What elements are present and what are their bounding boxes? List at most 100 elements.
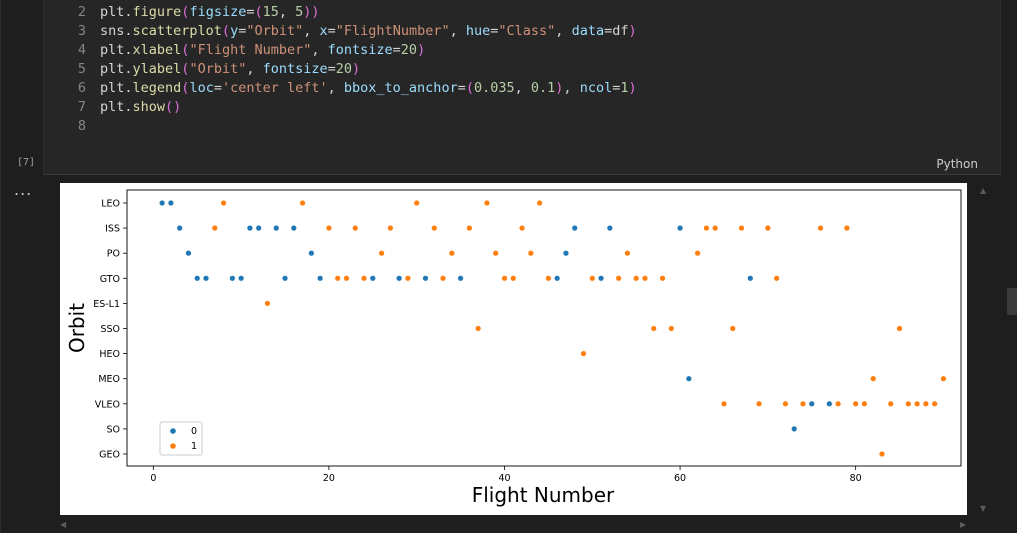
code-token: ylabel xyxy=(132,61,182,77)
scatter-point-class-0 xyxy=(317,275,324,282)
code-line[interactable]: 3 sns.scatterplot(y="Orbit", x="FlightNum… xyxy=(44,22,944,41)
code-token: plt. xyxy=(100,80,133,96)
code-cell[interactable]: 2 plt.figure(figsize=(15, 5)) 3 sns.scatter… xyxy=(43,0,1001,175)
code-token: 1 xyxy=(620,80,629,96)
code-text[interactable]: plt.show() xyxy=(100,98,181,117)
scatter-point-class-1 xyxy=(378,250,385,257)
code-token: 20 xyxy=(335,61,353,77)
code-line[interactable]: 8 xyxy=(44,117,944,136)
code-token: ) xyxy=(417,42,426,58)
scatter-point-class-1 xyxy=(519,225,526,232)
code-token: ) xyxy=(628,23,637,39)
code-line[interactable]: 7 plt.show() xyxy=(44,98,944,117)
code-line[interactable]: 5 plt.ylabel("Orbit", fontsize=20) xyxy=(44,60,944,79)
code-line[interactable]: 4 plt.xlabel("Flight Number", fontsize=20… xyxy=(44,41,944,60)
code-text[interactable]: plt.legend(loc='center left', bbox_to_an… xyxy=(100,79,637,98)
scatter-point-class-0 xyxy=(194,275,201,282)
code-text[interactable]: plt.ylabel("Orbit", fontsize=20) xyxy=(100,60,360,79)
y-tick-label: MEO xyxy=(98,374,120,385)
y-tick-label: GTO xyxy=(100,274,120,285)
code-line[interactable]: 6 plt.legend(loc='center left', bbox_to_a… xyxy=(44,79,944,98)
plot-frame xyxy=(126,189,962,467)
scatter-point-class-1 xyxy=(861,400,868,407)
y-tick-label: SSO xyxy=(100,324,120,335)
code-token: = xyxy=(238,23,247,39)
code-token: ( xyxy=(221,23,231,39)
code-line[interactable]: 2 plt.figure(figsize=(15, 5)) xyxy=(44,3,944,22)
code-token: "Flight Number" xyxy=(189,42,312,58)
scatter-point-class-0 xyxy=(826,400,833,407)
scatter-point-class-0 xyxy=(685,375,692,382)
code-token: = xyxy=(392,42,401,58)
code-token: = xyxy=(246,4,255,20)
scatter-point-class-0 xyxy=(176,225,183,232)
code-token: df xyxy=(612,23,629,39)
scroll-down-arrow-icon[interactable]: ▼ xyxy=(980,504,987,513)
scatter-point-class-1 xyxy=(483,200,490,207)
line-number: 5 xyxy=(77,61,86,77)
scatter-point-class-0 xyxy=(791,425,798,432)
scatter-point-class-1 xyxy=(343,275,350,282)
code-token: 15 xyxy=(262,4,279,20)
scatter-point-class-1 xyxy=(440,275,447,282)
scatter-point-class-1 xyxy=(799,400,806,407)
code-text[interactable]: plt.figure(figsize=(15, 5)) xyxy=(100,3,320,22)
cell-output: LEO ISS PO GTO ES-L1 SSO HEO MEO VLEO SO GEO 0 20 40… xyxy=(60,183,967,515)
scatter-point-class-1 xyxy=(922,400,929,407)
code-token: ) xyxy=(555,80,564,96)
scatter-point-class-1 xyxy=(580,350,587,357)
scatter-point-class-1 xyxy=(773,275,780,282)
line-number: 3 xyxy=(77,23,86,39)
scatter-point-class-1 xyxy=(492,250,499,257)
scatter-point-class-1 xyxy=(510,275,517,282)
scatter-point-class-0 xyxy=(167,200,174,207)
code-token: plt. xyxy=(100,61,133,77)
code-token: scatterplot xyxy=(132,23,222,39)
output-vertical-scrollbar[interactable]: ▲ ▼ xyxy=(977,186,991,516)
scroll-right-arrow-icon[interactable]: ▶ xyxy=(960,520,967,529)
output-horizontal-scrollbar[interactable]: ◀ ▶ xyxy=(60,520,967,532)
scatter-point-class-1 xyxy=(404,275,411,282)
scatter-point-class-1 xyxy=(624,250,631,257)
x-tick-label: 60 xyxy=(674,473,686,484)
more-actions-icon[interactable]: ... xyxy=(14,180,33,199)
code-token: legend xyxy=(132,80,182,96)
code-token: = xyxy=(604,23,613,39)
scatter-point-class-1 xyxy=(659,275,666,282)
y-axis-label: Orbit xyxy=(65,303,89,353)
scroll-up-arrow-icon[interactable]: ▲ xyxy=(980,186,987,195)
code-token: fontsize xyxy=(327,42,393,58)
code-token: x xyxy=(319,23,328,39)
code-token: show xyxy=(132,99,166,115)
code-token: , xyxy=(311,42,328,58)
code-token: "Orbit" xyxy=(246,23,304,39)
language-label[interactable]: Python xyxy=(936,157,978,171)
scatter-point-class-1 xyxy=(817,225,824,232)
scatter-point-class-1 xyxy=(466,225,473,232)
code-text[interactable]: sns.scatterplot(y="Orbit", x="FlightNumb… xyxy=(100,22,637,41)
code-token: , xyxy=(449,23,466,39)
scatter-point-class-1 xyxy=(931,400,938,407)
legend: 0 1 xyxy=(159,421,203,456)
y-tick-label: ISS xyxy=(105,224,120,235)
scatter-point-class-1 xyxy=(501,275,508,282)
scatter-point-class-0 xyxy=(159,200,166,207)
code-token: = xyxy=(612,80,621,96)
scatter-point-class-1 xyxy=(220,200,227,207)
code-text[interactable]: plt.xlabel("Flight Number", fontsize=20) xyxy=(100,41,425,60)
code-token: ) xyxy=(628,80,637,96)
y-tick-label: SO xyxy=(106,424,120,435)
scatter-point-class-0 xyxy=(273,225,280,232)
line-number: 8 xyxy=(77,118,86,134)
scatter-point-class-0 xyxy=(255,225,262,232)
scatter-point-class-1 xyxy=(756,400,763,407)
scatter-point-class-0 xyxy=(808,400,815,407)
scatter-point-class-1 xyxy=(914,400,921,407)
scatter-point-class-1 xyxy=(448,250,455,257)
code-token: 0.035 xyxy=(473,80,515,96)
overview-ruler-slider[interactable] xyxy=(1007,288,1017,315)
scroll-left-arrow-icon[interactable]: ◀ xyxy=(60,520,67,529)
code-token: ( xyxy=(181,4,190,20)
scatter-plot: LEO ISS PO GTO ES-L1 SSO HEO MEO VLEO SO GEO 0 20 40… xyxy=(65,189,962,507)
scatter-point-class-1 xyxy=(870,375,877,382)
